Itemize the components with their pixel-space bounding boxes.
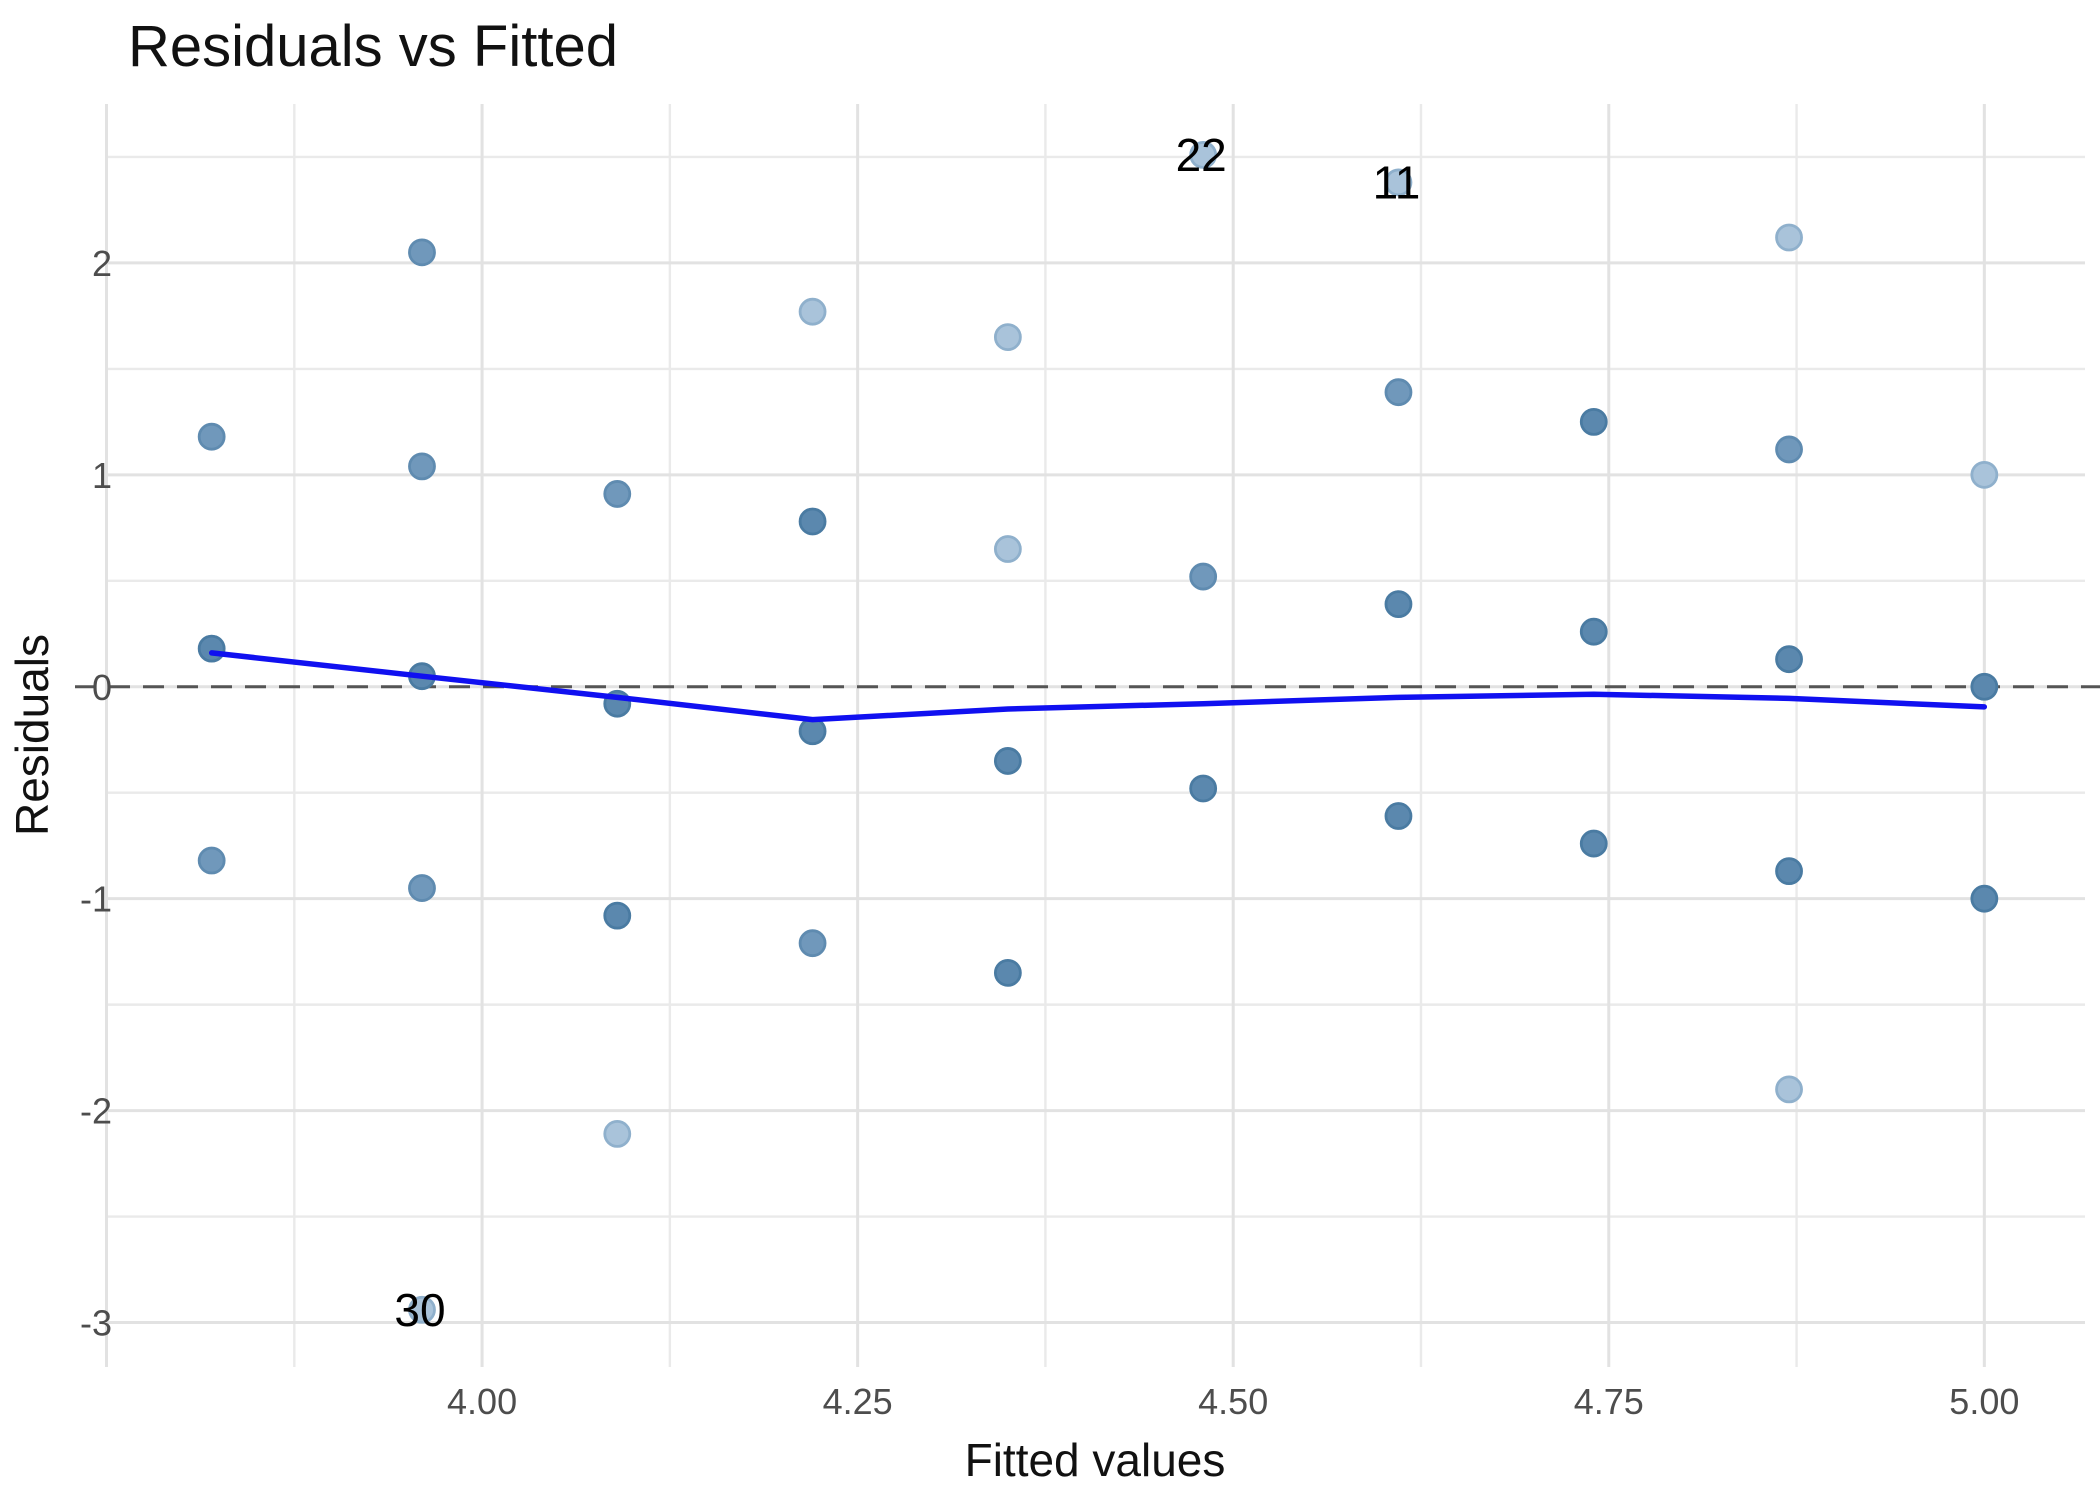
- smooth-trend-line: [208, 650, 1988, 723]
- data-point: [408, 238, 436, 267]
- x-axis-title: Fitted values: [965, 1434, 1226, 1486]
- grid-minor-lines: [105, 104, 2085, 1367]
- data-point: [1384, 590, 1413, 619]
- data-point: [1579, 617, 1608, 646]
- x-tick-label: 5.00: [1949, 1381, 2019, 1422]
- y-tick-label: 2: [92, 243, 112, 284]
- data-point: [1579, 829, 1608, 858]
- data-point: [603, 901, 632, 930]
- data-point: [1384, 168, 1413, 197]
- data-points-group: [197, 140, 1999, 1324]
- y-axis-title: Residuals: [6, 634, 58, 836]
- point-label: 30: [394, 1284, 445, 1336]
- data-point: [1384, 802, 1413, 830]
- data-point: [993, 958, 1022, 987]
- data-point: [1579, 407, 1608, 436]
- point-annotations-group: 30 22 11: [394, 129, 1420, 1336]
- data-point: [993, 535, 1022, 563]
- y-tick-label: -3: [80, 1302, 112, 1343]
- data-point: [408, 1295, 436, 1324]
- data-point: [1970, 672, 1999, 701]
- data-point: [1189, 774, 1218, 803]
- data-point: [798, 507, 827, 536]
- plot-title: Residuals vs Fitted: [128, 14, 618, 79]
- data-point: [1384, 378, 1413, 407]
- point-label: 22: [1176, 129, 1227, 181]
- data-point: [408, 452, 436, 481]
- data-point: [1970, 460, 1999, 489]
- y-axis-tick-labels: -3 -2 -1 0 1 2: [80, 243, 112, 1344]
- data-point: [197, 422, 226, 451]
- data-point: [603, 480, 632, 508]
- x-tick-label: 4.25: [823, 1381, 893, 1422]
- data-point: [1775, 645, 1803, 674]
- point-label: 11: [1373, 156, 1421, 208]
- data-point: [1775, 1075, 1803, 1104]
- data-point: [1970, 884, 1999, 913]
- data-point: [993, 747, 1022, 775]
- data-point: [1189, 140, 1218, 169]
- data-point: [1775, 435, 1803, 464]
- data-point: [408, 874, 436, 902]
- x-tick-label: 4.50: [1198, 1381, 1268, 1422]
- data-point: [603, 1119, 632, 1148]
- x-axis-tick-labels: 4.00 4.25 4.50 4.75 5.00: [447, 1381, 2019, 1422]
- data-point: [1189, 562, 1218, 591]
- data-point: [993, 323, 1022, 352]
- data-point: [1775, 857, 1803, 886]
- y-tick-label: 0: [92, 667, 112, 708]
- y-tick-label: -2: [80, 1091, 112, 1132]
- x-tick-label: 4.75: [1574, 1381, 1644, 1422]
- y-tick-label: 1: [92, 455, 112, 496]
- y-tick-label: -1: [80, 879, 112, 920]
- data-point: [798, 297, 827, 326]
- smooth-trend-line-group: [208, 650, 1988, 723]
- x-tick-label: 4.00: [447, 1381, 517, 1422]
- grid-major-lines: [105, 104, 2085, 1367]
- data-point: [197, 846, 226, 875]
- data-point: [798, 717, 827, 746]
- data-point: [197, 634, 226, 663]
- data-point: [1775, 223, 1803, 252]
- data-point: [798, 929, 827, 958]
